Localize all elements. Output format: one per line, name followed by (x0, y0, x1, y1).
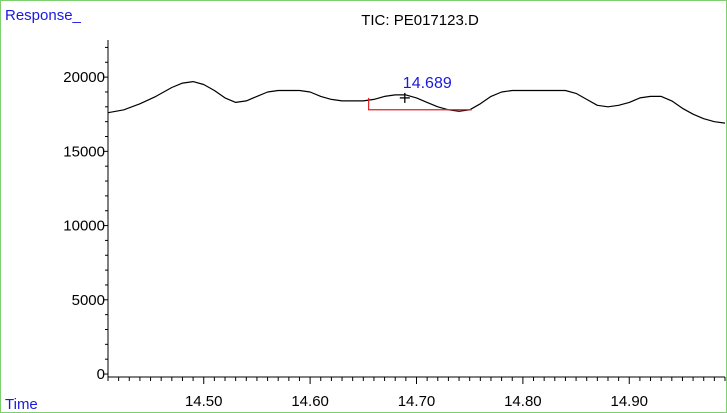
x-tick-label: 14.90 (610, 393, 648, 410)
axes: 0 5000 10000 15000 20000 14.50 14.60 14.70 14.80… (63, 40, 726, 410)
x-tick-label: 14.80 (504, 393, 542, 410)
y-tick-label: 0 (97, 366, 105, 383)
tic-series-line (107, 80, 726, 124)
y-axis-label: Response_ (5, 7, 82, 24)
annotation-layer: 14.689 (368, 75, 472, 111)
x-axis-label: Time (5, 396, 38, 413)
y-tick-label: 20000 (63, 69, 105, 86)
peak-label: 14.689 (403, 75, 452, 92)
x-tick-label: 14.70 (398, 393, 436, 410)
y-tick-label: 5000 (72, 292, 105, 309)
y-tick-label: 10000 (63, 218, 105, 235)
chart-title: TIC: PE017123.D (361, 12, 479, 29)
y-tick-label: 15000 (63, 143, 105, 160)
series-layer (107, 80, 726, 124)
x-tick-label: 14.60 (291, 393, 329, 410)
x-tick-label: 14.50 (185, 393, 223, 410)
baseline-marker (368, 97, 472, 111)
